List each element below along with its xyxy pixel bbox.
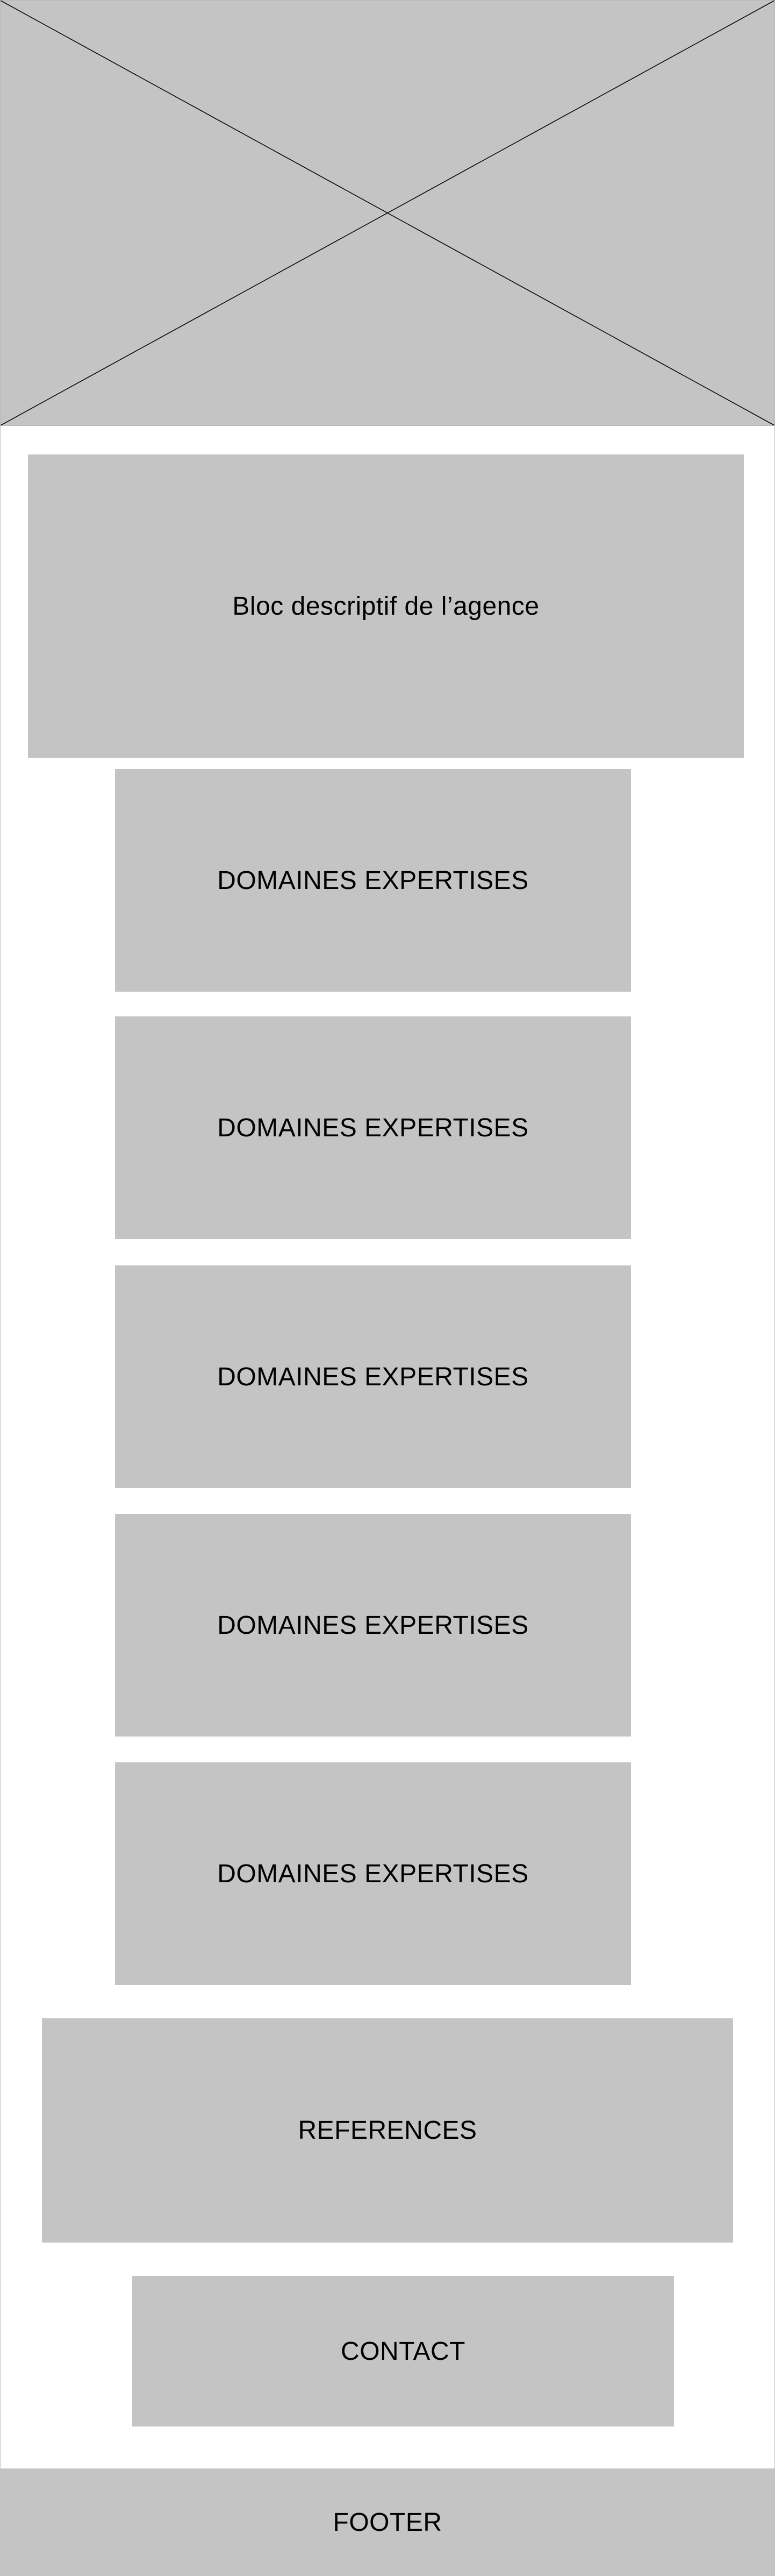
footer-label: FOOTER (333, 2508, 442, 2537)
references-label: REFERENCES (298, 2116, 477, 2145)
footer: FOOTER (0, 2468, 775, 2576)
references-block[interactable]: REFERENCES (42, 2018, 733, 2243)
expertise-block[interactable]: DOMAINES EXPERTISES (115, 1762, 631, 1985)
expertise-block-label: DOMAINES EXPERTISES (217, 1859, 529, 1888)
contact-label: CONTACT (341, 2337, 465, 2366)
agency-description-label: Bloc descriptif de l’agence (232, 592, 540, 621)
image-placeholder-icon (1, 1, 774, 425)
expertise-block-label: DOMAINES EXPERTISES (217, 1611, 529, 1640)
contact-block[interactable]: CONTACT (132, 2276, 674, 2426)
expertise-block[interactable]: DOMAINES EXPERTISES (115, 1016, 631, 1239)
expertise-block-label: DOMAINES EXPERTISES (217, 866, 529, 895)
expertise-block[interactable]: DOMAINES EXPERTISES (115, 1514, 631, 1737)
expertise-block-label: DOMAINES EXPERTISES (217, 1113, 529, 1142)
hero-image-placeholder (0, 0, 775, 426)
expertise-block-label: DOMAINES EXPERTISES (217, 1362, 529, 1391)
expertise-block[interactable]: DOMAINES EXPERTISES (115, 1265, 631, 1488)
expertise-block[interactable]: DOMAINES EXPERTISES (115, 769, 631, 992)
agency-description-block: Bloc descriptif de l’agence (28, 454, 744, 758)
